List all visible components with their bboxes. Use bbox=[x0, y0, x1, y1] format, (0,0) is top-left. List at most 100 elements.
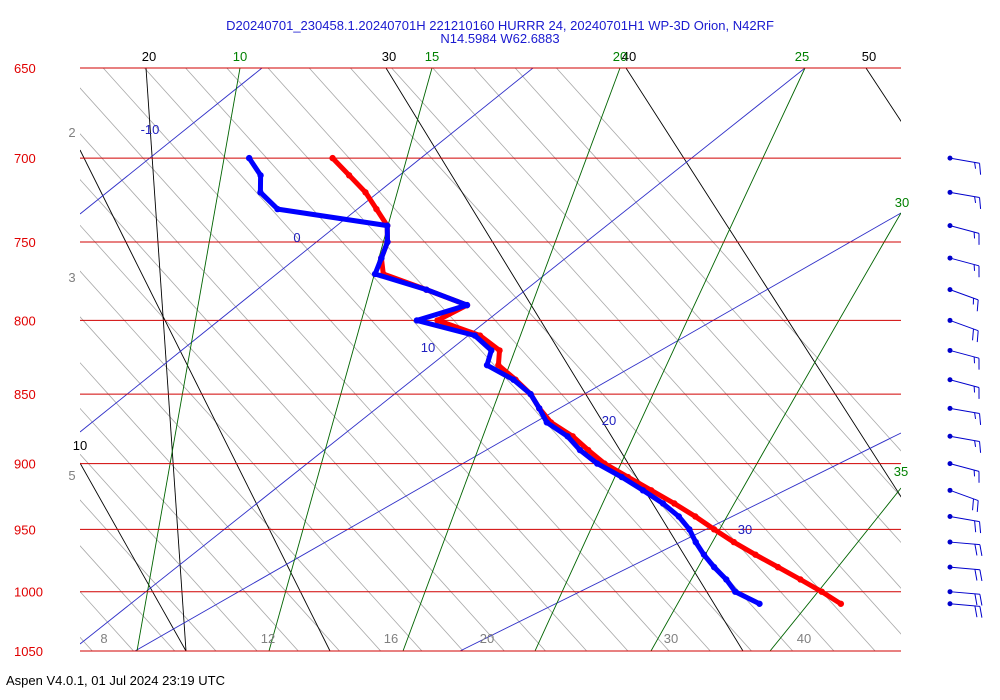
moist-adiabat-line bbox=[136, 68, 241, 651]
dewpoint-profile-point bbox=[723, 576, 730, 583]
wind-barb-feather bbox=[972, 498, 974, 511]
mixing-ratio-label: 30 bbox=[738, 522, 752, 537]
temperature-profile-point bbox=[373, 205, 380, 213]
isotherm-line bbox=[473, 68, 901, 544]
isotherm-line bbox=[80, 178, 505, 651]
footer-text: Aspen V4.0.1, 01 Jul 2024 23:19 UTC bbox=[6, 673, 225, 688]
isotherm-line bbox=[80, 545, 175, 651]
wind-barb bbox=[947, 317, 979, 343]
dewpoint-profile-point bbox=[576, 446, 584, 454]
dewpoint-profile-point bbox=[564, 433, 571, 440]
wind-barb-feather bbox=[974, 440, 977, 447]
wind-barb bbox=[947, 405, 982, 425]
wind-barb-feather bbox=[979, 544, 983, 556]
mixing-ratio-label: 0 bbox=[293, 230, 300, 245]
dry-adiabat-line bbox=[625, 68, 901, 498]
bottom-label: 30 bbox=[664, 631, 678, 646]
isotherm-line bbox=[0, 68, 10, 651]
isotherm-top-label: 50 bbox=[862, 49, 876, 64]
wind-barb bbox=[947, 601, 983, 618]
temperature-profile-point bbox=[774, 563, 782, 571]
wind-barb-feather bbox=[974, 593, 978, 606]
wind-barb-feather bbox=[979, 197, 982, 209]
dewpoint-profile-point bbox=[731, 588, 739, 595]
bottom-label: 12 bbox=[261, 631, 275, 646]
dewpoint-profile-point bbox=[471, 332, 478, 339]
moist-adiabat-line bbox=[650, 212, 901, 651]
dewpoint-profile-point bbox=[510, 376, 517, 383]
isotherm-line bbox=[80, 133, 546, 651]
wind-barb bbox=[947, 347, 980, 370]
wind-barb-feather bbox=[976, 330, 979, 343]
dry-adiabat-line bbox=[145, 68, 187, 651]
temperature-profile-point bbox=[730, 538, 737, 546]
temperature-profile-point bbox=[329, 154, 336, 162]
pressure-label: 800 bbox=[14, 313, 36, 328]
moist-adiabat-right-label: 35 bbox=[894, 464, 908, 479]
wind-barb bbox=[947, 433, 982, 453]
dry-adiabat-line bbox=[80, 462, 187, 651]
dry-adiabat-line bbox=[385, 68, 744, 651]
pressure-label: 750 bbox=[14, 235, 36, 250]
bottom-label: 8 bbox=[100, 631, 107, 646]
wind-barb bbox=[947, 564, 983, 582]
temperature-profile-point bbox=[362, 189, 369, 196]
isotherm-top-label: 20 bbox=[142, 49, 156, 64]
wind-barb-feather bbox=[979, 569, 983, 582]
left-gray-label: 5 bbox=[68, 468, 75, 483]
pressure-label: 900 bbox=[14, 457, 36, 472]
wind-barb bbox=[947, 155, 982, 175]
wind-barb bbox=[947, 377, 980, 399]
isotherm-line bbox=[308, 68, 835, 651]
wind-barb-feather bbox=[979, 606, 983, 618]
temperature-profile-point bbox=[797, 576, 804, 583]
dewpoint-profile-point bbox=[692, 538, 699, 546]
wind-barb-feather bbox=[979, 441, 982, 453]
temperature-profile-point bbox=[495, 361, 502, 369]
dewpoint-profile-point bbox=[659, 500, 667, 507]
moist-adiabat-top-label: 15 bbox=[425, 49, 439, 64]
wind-barb bbox=[947, 189, 982, 209]
wind-barb-feather bbox=[979, 163, 982, 175]
isotherm-line bbox=[80, 499, 217, 651]
isotherm-line bbox=[80, 270, 423, 651]
isotherm-line bbox=[556, 68, 901, 452]
dewpoint-profile-point bbox=[639, 487, 647, 494]
isotherm-line bbox=[432, 68, 901, 589]
temperature-profile-point bbox=[837, 600, 845, 607]
bottom-label: 16 bbox=[384, 631, 398, 646]
temperature-profile-point bbox=[496, 347, 503, 354]
mixing-ratio-label: -10 bbox=[141, 122, 160, 137]
temperature-profile-point bbox=[710, 526, 718, 533]
temperature-profile-point bbox=[345, 172, 353, 179]
pressure-label: 1050 bbox=[14, 644, 43, 659]
wind-barb-feather bbox=[972, 328, 974, 341]
wind-barb-feather bbox=[976, 500, 979, 512]
wind-barb bbox=[947, 487, 979, 512]
pressure-label: 850 bbox=[14, 387, 36, 402]
wind-barb-feather bbox=[974, 520, 977, 533]
dewpoint-profile-point bbox=[594, 460, 601, 467]
bottom-label: 20 bbox=[480, 631, 494, 646]
dewpoint-profile-point bbox=[463, 301, 471, 309]
dry-adiabat-line bbox=[80, 149, 331, 651]
dewpoint-profile-point bbox=[245, 154, 253, 162]
dewpoint-profile-point bbox=[378, 254, 385, 262]
isotherm-line bbox=[80, 87, 587, 651]
moist-adiabat-line bbox=[268, 68, 433, 651]
dewpoint-profile-point bbox=[618, 473, 625, 481]
wind-barb-feather bbox=[979, 521, 982, 534]
temperature-profile-point bbox=[671, 500, 678, 507]
dewpoint-profile-point bbox=[257, 172, 264, 179]
wind-barb-staff bbox=[949, 603, 980, 607]
mixing-ratio-line bbox=[80, 68, 263, 215]
isotherm-line bbox=[80, 407, 299, 651]
wind-barb bbox=[947, 539, 983, 556]
wind-barb bbox=[947, 223, 980, 245]
dewpoint-profile-point bbox=[710, 563, 718, 571]
moist-adiabat-top-label: 10 bbox=[233, 49, 247, 64]
mixing-ratio-line bbox=[459, 432, 901, 651]
pressure-label: 650 bbox=[14, 61, 36, 76]
temperature-profile-point bbox=[584, 446, 592, 454]
dry-adiabat-left-label: 10 bbox=[73, 438, 87, 453]
